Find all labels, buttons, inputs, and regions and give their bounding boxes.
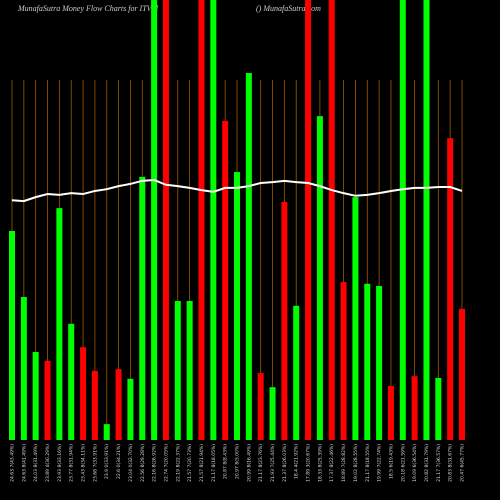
bar [376,286,383,440]
bar [399,0,406,440]
x-tick-label: 17.89 3(20.67%) [306,444,312,482]
x-tick-label: 20.18 6(21.59%) [400,444,406,482]
bar [447,138,454,440]
bar [352,197,359,440]
bar [423,0,430,440]
bar [387,385,394,440]
x-tick-label: 21.17 8(18.55%) [365,444,371,482]
bar [210,0,217,440]
bar [305,0,312,440]
x-tick-label: 19.09 6(36.54%) [412,444,418,482]
money-flow-line [11,178,463,203]
x-tick-label: 18.89 7(28.82%) [341,444,347,482]
x-tick-label: 18.5 6(19.43%) [388,444,394,479]
x-tick-label: 24.63 8(41.49%) [21,444,27,482]
x-tick-label: 24.03 8(31.49%) [33,444,39,482]
x-tick-label: 23.68 7(33.91%) [92,444,98,482]
bar [103,424,110,440]
bar [316,116,323,440]
bar [281,201,288,440]
x-tick-label: 18.4 4(21.92%) [294,444,300,479]
bar [91,370,98,440]
bar [9,231,15,440]
x-tick-label: 22.56 8(29.28%) [140,444,146,482]
x-tick-label: 23.77 8(31.94%) [69,444,75,482]
bar [234,172,240,441]
x-tick-label: 22.19 8(22.37%) [175,444,181,482]
bar [198,0,205,440]
x-tick-label: 21.17 7(36.57%) [436,444,442,482]
x-tick-label: 19.99 7(22.74%) [377,444,383,482]
bar [151,0,158,440]
bar [127,378,134,440]
x-tick-label: 24.63 7(43.49%) [10,444,16,482]
bar [68,323,75,440]
x-tick-label: 23.04 0(32.70%) [128,444,134,482]
bar [257,373,264,440]
bar [174,300,181,440]
x-tick-label: 20.47 6(45.77%) [460,444,466,482]
x-tick-label: 23.43 8(34.11%) [81,444,87,482]
bar [44,360,51,440]
bar [162,0,169,440]
x-tick-label: 20.82 8(31.79%) [424,444,430,482]
bar [245,73,252,440]
x-tick-label: 17.37 8(22.46%) [329,444,335,482]
x-tick-label: 23.93 8(33.16%) [57,444,63,482]
x-tick-label: 20.99 8(16.49%) [246,444,252,482]
bar [411,376,418,440]
x-tick-label: 20.87 8(8.43%) [223,444,229,479]
bar [222,121,229,440]
bar [269,387,276,440]
x-tick-label: 23.89 4(30.29%) [45,444,51,482]
x-tick-label: 21.17 8(18.05%) [211,444,217,482]
bar [139,176,146,440]
x-tick-label: 21.37 8(26.03%) [282,444,288,482]
bar [340,282,347,440]
bar [186,300,193,440]
chart-title: MunafaSutra Money Flow Charts for ITVM [17,4,160,13]
bar [459,308,465,440]
x-tick-label: 21.57 8(21.94%) [199,444,205,482]
x-tick-label: 19.02 8(28.55%) [353,444,359,482]
bar [115,369,122,440]
x-tick-label: 23.9 0(33.91%) [104,444,110,479]
x-tick-label: 22.74 7(20.05%) [163,444,169,482]
bar [80,347,87,440]
x-tick-label: 22.6 0(34.21%) [116,444,122,479]
bar [328,0,335,440]
x-tick-label: 20.97 8(5.00%) [235,444,241,479]
x-tick-label: 22.16 8(26.92%) [152,444,158,482]
bar [20,297,27,440]
x-tick-label: 21.57 7(20.73%) [187,444,193,482]
bar [293,305,300,440]
bar [364,283,371,440]
x-tick-label: 21.93 7(25.44%) [270,444,276,482]
bar [435,377,442,440]
chart-subtitle: () MunafaSutra.com [256,4,321,13]
x-tick-label: 20.83 8(31.67%) [448,444,454,482]
bar [32,352,39,440]
x-tick-label: 18.33 8(25.39%) [317,444,323,482]
bar [56,208,63,440]
x-tick-label: 21.17 8(23.76%) [258,444,264,482]
